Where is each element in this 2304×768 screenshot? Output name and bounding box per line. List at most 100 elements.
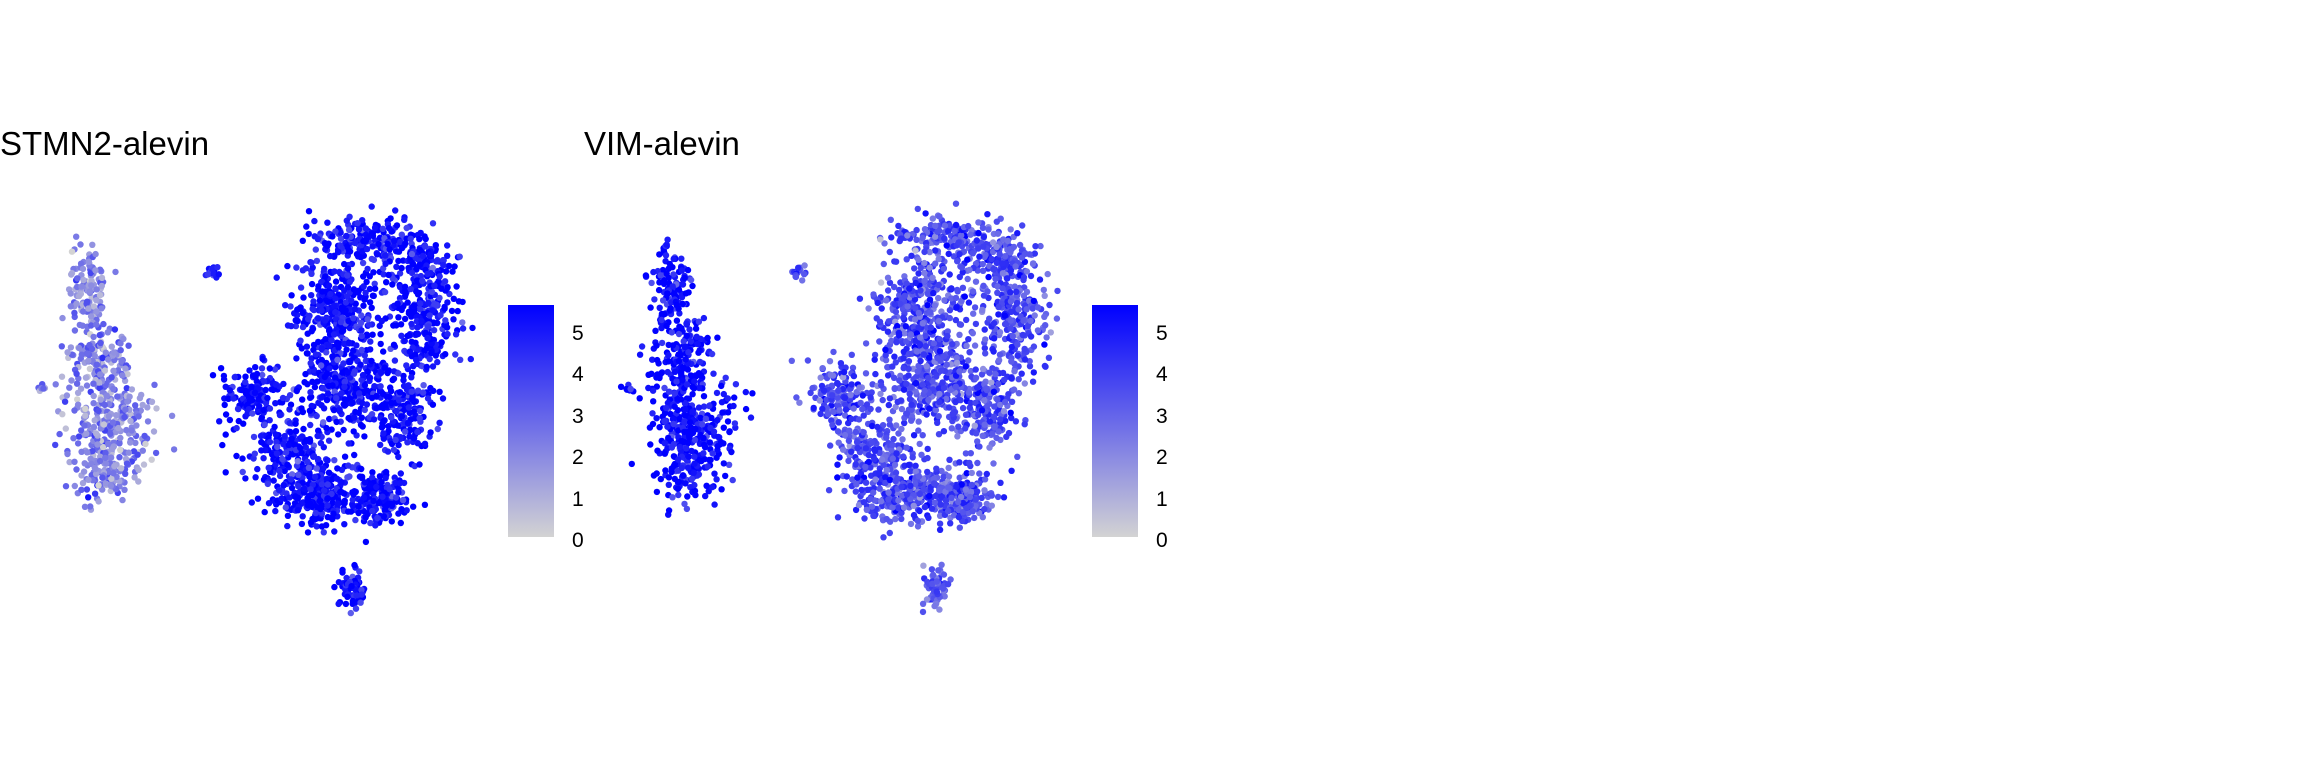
- scatter-point: [867, 394, 874, 401]
- scatter-point: [284, 512, 292, 519]
- scatter-point: [954, 288, 961, 295]
- scatter-point: [100, 421, 108, 428]
- scatter-point: [380, 271, 387, 278]
- scatter-point: [450, 295, 457, 302]
- scatter-point: [282, 302, 289, 309]
- scatter-point: [424, 395, 432, 402]
- scatter-point: [897, 397, 905, 404]
- legend-tick-label: 0: [572, 529, 584, 552]
- scatter-point: [320, 405, 328, 412]
- scatter-point: [875, 406, 882, 413]
- scatter-point: [932, 222, 939, 229]
- scatter-point: [370, 490, 377, 498]
- scatter-point: [338, 390, 345, 397]
- scatter-point: [367, 482, 375, 489]
- scatter-point: [248, 499, 255, 506]
- scatter-point: [268, 386, 275, 393]
- scatter-point: [362, 237, 370, 245]
- scatter-point: [886, 248, 893, 256]
- scatter-point: [724, 418, 732, 425]
- scatter-point: [413, 277, 421, 284]
- scatter-point: [94, 441, 101, 448]
- scatter-point: [308, 292, 315, 299]
- scatter-point: [313, 465, 320, 472]
- scatter-point: [381, 364, 388, 371]
- scatter-point: [679, 364, 687, 371]
- scatter-point: [74, 275, 81, 282]
- scatter-point: [343, 232, 350, 240]
- scatter-point: [934, 355, 941, 362]
- scatter-point: [695, 404, 703, 411]
- scatter-point: [341, 383, 348, 391]
- scatter-point: [710, 370, 717, 377]
- scatter-point: [659, 297, 667, 304]
- scatter-point: [963, 342, 970, 349]
- scatter-point: [293, 355, 300, 362]
- scatter-point: [801, 262, 808, 269]
- scatter-point: [353, 592, 360, 599]
- scatter-point: [307, 486, 314, 493]
- scatter-point: [1012, 418, 1020, 425]
- scatter-point: [675, 330, 683, 338]
- scatter-point: [1013, 299, 1021, 307]
- scatter-point: [335, 248, 342, 256]
- scatter-point: [357, 254, 364, 261]
- scatter-point: [358, 376, 365, 384]
- scatter-point: [906, 285, 913, 292]
- scatter-point: [390, 322, 397, 329]
- scatter-point: [1029, 260, 1037, 268]
- scatter-point: [1019, 331, 1026, 339]
- scatter-point: [350, 286, 358, 293]
- scatter-point: [104, 440, 112, 448]
- scatter-point: [327, 252, 334, 260]
- scatter-point: [995, 380, 1002, 387]
- scatter-point: [669, 494, 676, 501]
- scatter-point: [350, 315, 357, 322]
- scatter-point: [332, 295, 339, 302]
- scatter-point: [880, 260, 887, 268]
- legend-tick-label: 3: [572, 405, 584, 428]
- scatter-point: [665, 481, 672, 488]
- scatter-point: [442, 351, 449, 358]
- scatter-point: [669, 283, 676, 290]
- scatter-point: [436, 294, 443, 302]
- scatter-point: [427, 251, 434, 258]
- scatter-point: [990, 266, 997, 273]
- scatter-point: [684, 493, 691, 500]
- scatter-point: [877, 390, 884, 398]
- scatter-point: [945, 228, 952, 235]
- scatter-point: [696, 347, 703, 354]
- scatter-point: [656, 251, 663, 258]
- scatter-point: [377, 383, 384, 390]
- scatter-point: [991, 335, 998, 342]
- scatter-point: [217, 365, 225, 372]
- scatter-point: [389, 281, 396, 288]
- scatter-point: [680, 338, 687, 345]
- scatter-point: [294, 317, 301, 325]
- scatter-point: [440, 256, 447, 264]
- scatter-point: [351, 414, 358, 421]
- scatter-point: [628, 460, 635, 468]
- scatter-point: [299, 309, 306, 317]
- scatter-point: [87, 269, 94, 277]
- scatter-point: [435, 278, 442, 285]
- scatter-point: [382, 260, 389, 267]
- scatter-point: [381, 288, 389, 296]
- scatter-point: [351, 239, 359, 247]
- scatter-point: [469, 324, 476, 332]
- scatter-point: [122, 406, 129, 413]
- scatter-point: [222, 383, 229, 390]
- scatter-point: [394, 300, 401, 307]
- scatter-point: [71, 309, 78, 317]
- scatter-point: [658, 316, 665, 324]
- scatter-point: [930, 340, 938, 347]
- scatter-point: [932, 247, 939, 254]
- scatter-point: [122, 455, 130, 463]
- scatter-point: [288, 471, 296, 478]
- scatter-point: [337, 235, 345, 242]
- scatter-point: [956, 250, 963, 258]
- scatter-point: [1008, 343, 1016, 351]
- scatter-point: [414, 387, 422, 394]
- scatter-point: [699, 421, 706, 428]
- scatter-point: [935, 281, 942, 289]
